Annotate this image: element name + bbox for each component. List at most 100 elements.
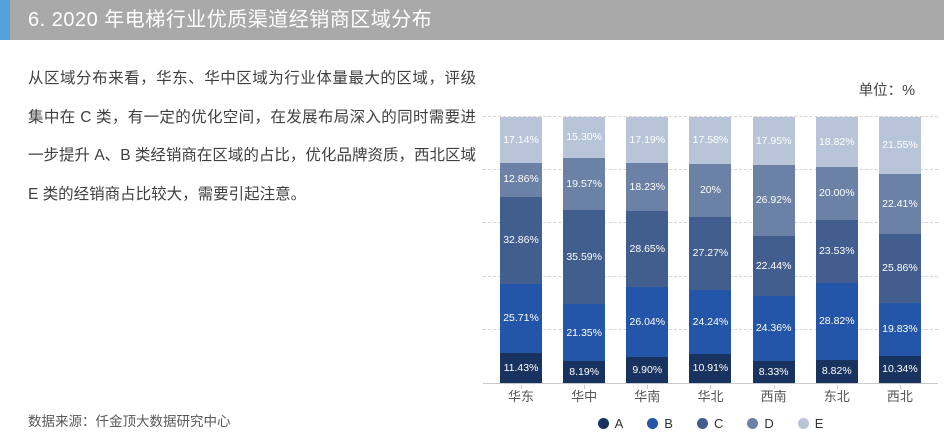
legend-dot-D — [747, 417, 759, 429]
x-axis-label-西南: 西南 — [760, 389, 787, 404]
segment-A-西南: 8.33% — [752, 360, 795, 383]
bar-华中: 8.19% 21.35% 35.59% 19.57% 15.30% — [563, 117, 606, 383]
section-header: 6. 2020 年电梯行业优质渠道经销商区域分布 — [0, 0, 944, 40]
segment-value-label: 28.82% — [818, 314, 855, 327]
x-axis-cell-华北: 华北 — [689, 385, 731, 405]
segment-B-华东: 25.71% — [500, 284, 542, 353]
segment-value-label: 9.90% — [632, 363, 663, 376]
segment-value-label: 10.34% — [882, 363, 918, 375]
segment-D-华东: 12.86% — [500, 162, 542, 197]
legend-item-A: A — [597, 415, 624, 431]
segment-value-label: 35.59% — [566, 250, 602, 263]
legend-label-E: E — [814, 415, 824, 431]
segment-value-label: 26.04% — [629, 315, 666, 328]
bar-西北: 10.34% 19.83% 25.86% 22.41% 21.55% — [878, 117, 921, 383]
segment-A-西北: 10.34% — [878, 355, 921, 383]
segment-A-华南: 9.90% — [626, 356, 669, 383]
segment-value-label: 21.55% — [882, 139, 918, 152]
legend-dot-E — [797, 417, 809, 429]
segment-D-华北: 20% — [689, 163, 732, 217]
x-axis-label-华中: 华中 — [571, 389, 598, 404]
x-axis-label-西北: 西北 — [886, 389, 913, 404]
segment-value-label: 12.86% — [503, 173, 539, 186]
legend-label-A: A — [614, 415, 624, 431]
x-axis-cell-东北: 东北 — [816, 385, 858, 405]
segment-C-东北: 23.53% — [815, 220, 858, 283]
legend-dot-B — [647, 417, 659, 429]
segment-B-华中: 21.35% — [563, 304, 606, 362]
legend-item-B: B — [647, 417, 673, 430]
commentary-text: 从区域分布来看，华东、华中区域为行业体量最大的区域，评级集中在 C 类，有一定的… — [28, 70, 476, 203]
segment-value-label: 8.33% — [758, 365, 789, 378]
axis-tick — [584, 385, 586, 389]
segment-value-label: 11.43% — [503, 361, 539, 374]
segment-E-东北: 18.82% — [815, 117, 858, 168]
legend-label-C: C — [713, 415, 724, 431]
segment-value-label: 25.86% — [882, 262, 918, 275]
segment-value-label: 17.95% — [755, 134, 792, 147]
x-axis-cell-华东: 华东 — [500, 385, 542, 405]
segment-value-label: 10.91% — [692, 362, 729, 375]
segment-B-华北: 24.24% — [689, 289, 732, 354]
data-source-label: 数据来源：仟金顶大数据研究中心 — [28, 414, 231, 429]
segment-value-label: 8.19% — [569, 365, 600, 378]
segment-value-label: 21.35% — [566, 326, 602, 339]
bar-华东: 11.43% 25.71% 32.86% 12.86% 17.14% — [500, 117, 542, 383]
segment-value-label: 20% — [699, 184, 721, 197]
segment-C-华中: 35.59% — [563, 209, 606, 305]
segment-value-label: 18.23% — [629, 180, 666, 193]
segment-D-华南: 18.23% — [626, 162, 669, 212]
axis-tick — [836, 385, 838, 389]
segment-E-西北: 21.55% — [878, 117, 921, 175]
segment-value-label: 8.82% — [821, 365, 852, 378]
segment-D-西北: 22.41% — [878, 174, 921, 234]
axis-tick — [710, 385, 712, 389]
segment-value-label: 15.30% — [566, 131, 602, 144]
bar-西南: 8.33% 24.36% 22.44% 26.92% 17.95% — [752, 117, 795, 383]
segment-E-华北: 17.58% — [689, 117, 732, 164]
segment-A-华东: 11.43% — [500, 352, 542, 383]
segment-value-label: 28.65% — [629, 243, 666, 256]
segment-D-西南: 26.92% — [752, 164, 795, 237]
bars-container: 11.43% 25.71% 32.86% 12.86% 17.14% 8.19% 21.35… — [483, 117, 938, 383]
axis-tick — [521, 385, 522, 389]
axis-tick — [647, 385, 649, 389]
chart-unit-label: 单位：% — [858, 83, 915, 99]
bar-东北: 8.82% 28.82% 23.53% 20.00% 18.82% — [815, 117, 858, 383]
gridline-100pct — [483, 116, 938, 117]
segment-C-华东: 32.86% — [500, 196, 542, 285]
x-axis-label-华东: 华东 — [507, 389, 534, 404]
segment-value-label: 23.53% — [818, 245, 855, 258]
segment-value-label: 25.71% — [503, 312, 539, 325]
segment-D-东北: 20.00% — [815, 167, 858, 221]
x-axis: 华东 华中 华南 华北 西南 东北 西北 — [483, 385, 938, 405]
segment-E-华东: 17.14% — [500, 117, 542, 163]
segment-C-西北: 25.86% — [878, 233, 921, 303]
bar-华南: 9.90% 26.04% 28.65% 18.23% 17.19% — [626, 117, 669, 383]
legend-item-E: E — [797, 415, 824, 431]
x-axis-label-华北: 华北 — [697, 389, 724, 404]
segment-A-华北: 10.91% — [689, 353, 732, 383]
axis-tick — [773, 385, 775, 389]
axis-tick — [899, 385, 901, 389]
header-accent-bar — [0, 0, 10, 40]
x-axis-cell-华南: 华南 — [626, 385, 668, 405]
chart-legend: A B C D E — [483, 414, 938, 432]
segment-value-label: 26.92% — [755, 194, 792, 207]
segment-A-东北: 8.82% — [815, 359, 858, 383]
segment-E-华中: 15.30% — [563, 117, 606, 158]
bar-华北: 10.91% 24.24% 27.27% 20% 17.58% — [689, 117, 732, 383]
segment-D-华中: 19.57% — [563, 157, 606, 210]
x-axis-label-东北: 东北 — [823, 389, 850, 404]
legend-label-B: B — [664, 415, 673, 431]
segment-B-西北: 19.83% — [878, 302, 921, 356]
stacked-bar-chart: 11.43% 25.71% 32.86% 12.86% 17.14% 8.19% 21.35… — [483, 116, 938, 384]
segment-value-label: 20.00% — [818, 187, 855, 200]
x-axis-cell-西北: 西北 — [879, 385, 921, 405]
segment-value-label: 17.58% — [692, 134, 729, 147]
segment-value-label: 24.36% — [755, 322, 792, 335]
segment-value-label: 17.19% — [629, 133, 666, 146]
segment-value-label: 18.82% — [818, 135, 855, 148]
segment-B-华南: 26.04% — [626, 287, 669, 357]
segment-C-西南: 22.44% — [752, 236, 795, 297]
